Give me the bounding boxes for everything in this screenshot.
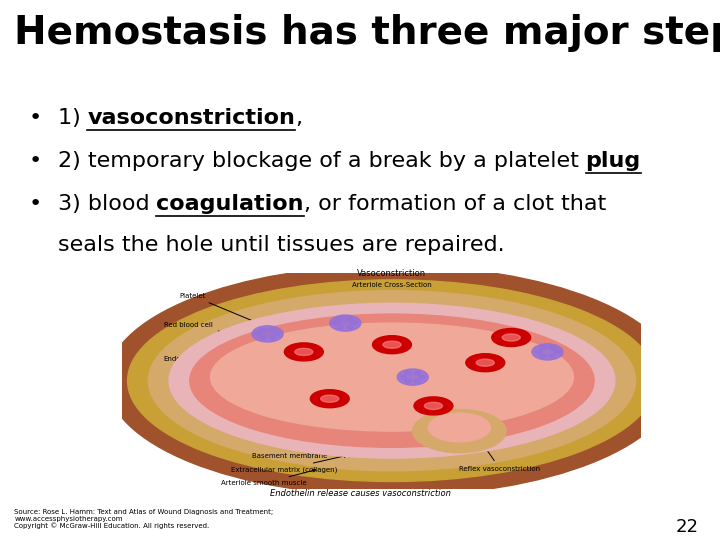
Text: Endothelin release causes vasoconstriction: Endothelin release causes vasoconstricti… [269, 489, 451, 498]
Text: Site of Injury: Site of Injury [448, 401, 520, 416]
Text: Hemostasis has three major steps: Hemostasis has three major steps [14, 14, 720, 51]
Ellipse shape [428, 413, 490, 442]
Text: Extracellular matrix (collagen): Extracellular matrix (collagen) [231, 455, 347, 473]
Ellipse shape [347, 317, 353, 321]
Text: seals the hole until tissues are repaired.: seals the hole until tissues are repaire… [58, 235, 504, 255]
Ellipse shape [492, 328, 531, 347]
Text: vasoconstriction: vasoconstriction [87, 108, 295, 128]
Text: 22: 22 [675, 518, 698, 536]
Ellipse shape [274, 332, 280, 336]
Text: Red blood cell: Red blood cell [164, 322, 305, 350]
Text: 1): 1) [58, 108, 87, 128]
Ellipse shape [532, 344, 563, 360]
Ellipse shape [400, 375, 407, 379]
Ellipse shape [269, 336, 275, 340]
Ellipse shape [549, 354, 555, 358]
Ellipse shape [466, 354, 505, 372]
Text: Arteriole smooth muscle: Arteriole smooth muscle [221, 469, 315, 486]
Text: 3) blood: 3) blood [58, 194, 156, 214]
Ellipse shape [338, 326, 343, 329]
Ellipse shape [338, 317, 343, 321]
Ellipse shape [414, 397, 453, 415]
Text: Vasoconstriction: Vasoconstriction [357, 269, 426, 278]
Ellipse shape [107, 266, 677, 496]
Ellipse shape [549, 346, 555, 349]
Ellipse shape [252, 326, 283, 342]
Ellipse shape [260, 336, 266, 340]
Ellipse shape [310, 390, 349, 408]
Ellipse shape [330, 315, 361, 331]
Text: plug: plug [585, 151, 641, 171]
Text: •: • [29, 194, 42, 214]
Ellipse shape [502, 334, 521, 341]
Text: ,: , [295, 108, 302, 128]
Ellipse shape [351, 321, 358, 325]
Ellipse shape [190, 314, 594, 447]
Text: Platelet: Platelet [179, 293, 271, 329]
Ellipse shape [419, 375, 425, 379]
Ellipse shape [372, 336, 411, 354]
Ellipse shape [127, 280, 657, 482]
Text: Arteriole Cross-Section: Arteriole Cross-Section [352, 282, 432, 288]
Text: 2) temporary blockage of a break by a platelet: 2) temporary blockage of a break by a pl… [58, 151, 585, 171]
Ellipse shape [284, 343, 323, 361]
Text: •: • [29, 151, 42, 171]
Ellipse shape [405, 371, 411, 375]
Text: Endothelium: Endothelium [164, 356, 279, 393]
Text: Reflex vasoconstriction: Reflex vasoconstriction [459, 436, 541, 472]
Ellipse shape [210, 323, 573, 431]
Ellipse shape [414, 380, 420, 383]
Ellipse shape [397, 369, 428, 385]
Text: •: • [29, 108, 42, 128]
Text: Basement membrane: Basement membrane [252, 440, 367, 459]
Ellipse shape [260, 328, 266, 332]
Ellipse shape [540, 346, 546, 349]
Ellipse shape [540, 354, 546, 358]
Ellipse shape [320, 395, 339, 402]
Ellipse shape [476, 359, 495, 366]
Ellipse shape [169, 303, 615, 458]
Text: Source: Rose L. Hamm: Text and Atlas of Wound Diagnosis and Treatment;
www.acces: Source: Rose L. Hamm: Text and Atlas of … [14, 509, 274, 530]
Ellipse shape [347, 326, 353, 329]
Ellipse shape [414, 371, 420, 375]
Text: , or formation of a clot that: , or formation of a clot that [304, 194, 606, 214]
Ellipse shape [554, 350, 560, 354]
Ellipse shape [294, 348, 313, 355]
Ellipse shape [255, 332, 261, 336]
Ellipse shape [535, 350, 541, 354]
Ellipse shape [405, 380, 411, 383]
Ellipse shape [413, 409, 506, 453]
Ellipse shape [333, 321, 339, 325]
Ellipse shape [148, 291, 636, 471]
Ellipse shape [424, 402, 443, 409]
Ellipse shape [383, 341, 401, 348]
Ellipse shape [269, 328, 275, 332]
Text: coagulation: coagulation [156, 194, 304, 214]
